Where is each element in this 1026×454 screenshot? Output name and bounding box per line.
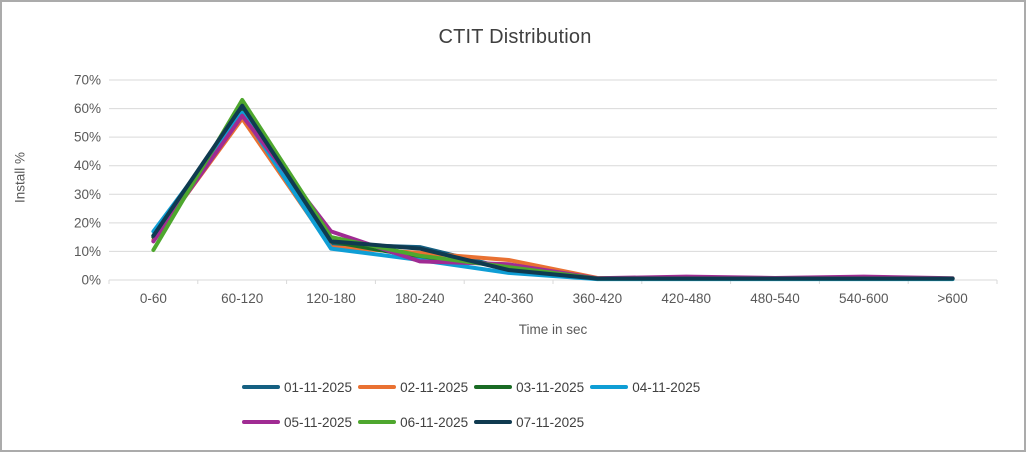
legend-item-03-11-2025[interactable]: 03-11-2025	[474, 374, 584, 400]
legend-label: 07-11-2025	[516, 414, 585, 430]
legend-swatch	[242, 419, 280, 425]
legend-label: 02-11-2025	[400, 379, 469, 395]
legend-item-01-11-2025[interactable]: 01-11-2025	[242, 374, 352, 400]
x-tick-label: >600	[937, 291, 967, 306]
legend-item-06-11-2025[interactable]: 06-11-2025	[358, 409, 468, 435]
series-line-04-11-2025[interactable]	[151, 110, 955, 282]
legend-item-02-11-2025[interactable]: 02-11-2025	[358, 374, 468, 400]
legend-label: 05-11-2025	[284, 414, 353, 430]
chart-title: CTIT Distribution	[438, 26, 592, 48]
y-tick-label: 50%	[74, 130, 101, 145]
legend-label: 06-11-2025	[400, 414, 469, 430]
legend: 01-11-2025 02-11-2025 03-11-2025 04-11-2025…	[242, 374, 772, 435]
legend-swatch	[358, 384, 397, 390]
y-tick-label: 10%	[74, 244, 101, 259]
y-tick-label: 30%	[74, 187, 101, 202]
legend-item-07-11-2025[interactable]: 07-11-2025	[474, 409, 584, 435]
x-tick-label: 360-420	[573, 291, 623, 306]
x-tick-label: 240-360	[484, 291, 534, 306]
y-tick-label: 20%	[74, 215, 101, 230]
legend-label: 01-11-2025	[284, 379, 353, 395]
legend-item-04-11-2025[interactable]: 04-11-2025	[590, 374, 700, 400]
y-tick-label: 70%	[74, 73, 101, 88]
series-line-05-11-2025[interactable]	[151, 113, 955, 281]
x-tick-label: 480-540	[750, 291, 800, 306]
x-tick-label: 60-120	[221, 291, 263, 306]
legend-item-05-11-2025[interactable]: 05-11-2025	[242, 409, 352, 435]
x-tick-label: 540-600	[839, 291, 889, 306]
x-tick-label: 120-180	[306, 291, 356, 306]
legend-swatch	[474, 419, 513, 425]
x-axis-title: Time in sec	[518, 322, 588, 337]
x-tick-label: 180-240	[395, 291, 445, 306]
legend-swatch	[358, 419, 397, 425]
legend-swatch	[242, 384, 280, 390]
legend-swatch	[474, 384, 513, 390]
x-tick-label: 420-480	[661, 291, 711, 306]
y-tick-label: 40%	[74, 158, 101, 173]
x-tick-label: 0-60	[140, 291, 167, 306]
legend-label: 04-11-2025	[632, 379, 701, 395]
legend-swatch	[590, 384, 629, 390]
series-line-03-11-2025[interactable]	[151, 105, 955, 281]
legend-label: 03-11-2025	[516, 379, 585, 395]
y-tick-label: 0%	[81, 273, 101, 288]
series-line-02-11-2025[interactable]	[151, 116, 955, 281]
series-line-07-11-2025[interactable]	[151, 103, 955, 281]
y-axis-title: Install %	[12, 151, 28, 204]
y-tick-label: 60%	[74, 101, 101, 116]
